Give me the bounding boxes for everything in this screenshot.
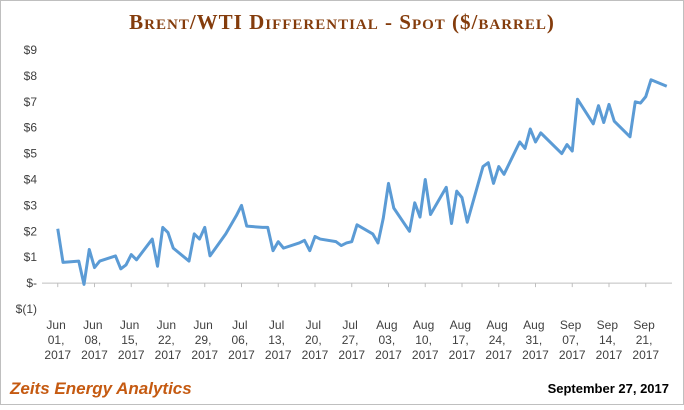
y-tick-label: $3: [24, 198, 38, 212]
x-tick-label: Sep 14, 2017: [596, 318, 623, 362]
data-line: [56, 78, 668, 286]
y-tick-label: $1: [24, 250, 38, 264]
y-tick-label: $9: [24, 43, 38, 57]
footer-brand: Zeits Energy Analytics: [9, 379, 192, 398]
footer-date: September 27, 2017: [548, 381, 669, 396]
x-tick-label: Aug 17, 2017: [449, 318, 476, 362]
x-tick-label: Sep 21, 2017: [632, 318, 659, 362]
y-tick-label: $2: [24, 224, 38, 238]
x-tick-label: Jun 15, 2017: [118, 318, 145, 362]
y-tick-label: $8: [24, 69, 38, 83]
y-tick-label: $-: [26, 276, 37, 290]
x-tick-label: Jul 27, 2017: [338, 318, 365, 362]
x-tick-label: Sep 07, 2017: [559, 318, 586, 362]
y-tick-label: $4: [24, 173, 38, 187]
y-tick-label: $(1): [16, 302, 37, 316]
x-tick-label: Aug 03, 2017: [375, 318, 402, 362]
x-tick-label: Aug 31, 2017: [522, 318, 549, 362]
y-tick-label: $5: [24, 147, 38, 161]
x-tick-label: Jun 01, 2017: [44, 318, 71, 362]
chart-title: Brent/WTI Differential - Spot ($/barrel): [129, 10, 555, 34]
x-tick-label: Jun 22, 2017: [155, 318, 182, 362]
x-tick-label: Jul 06, 2017: [228, 318, 255, 362]
x-tick-label: Jun 08, 2017: [81, 318, 108, 362]
x-tick-label: Jul 13, 2017: [265, 318, 292, 362]
x-tick-label: Aug 24, 2017: [485, 318, 512, 362]
y-tick-label: $7: [24, 95, 38, 109]
x-tick-label: Jul 20, 2017: [302, 318, 329, 362]
x-tick-label: Jun 29, 2017: [191, 318, 218, 362]
y-tick-label: $6: [24, 121, 38, 135]
x-tick-label: Aug 10, 2017: [412, 318, 439, 362]
